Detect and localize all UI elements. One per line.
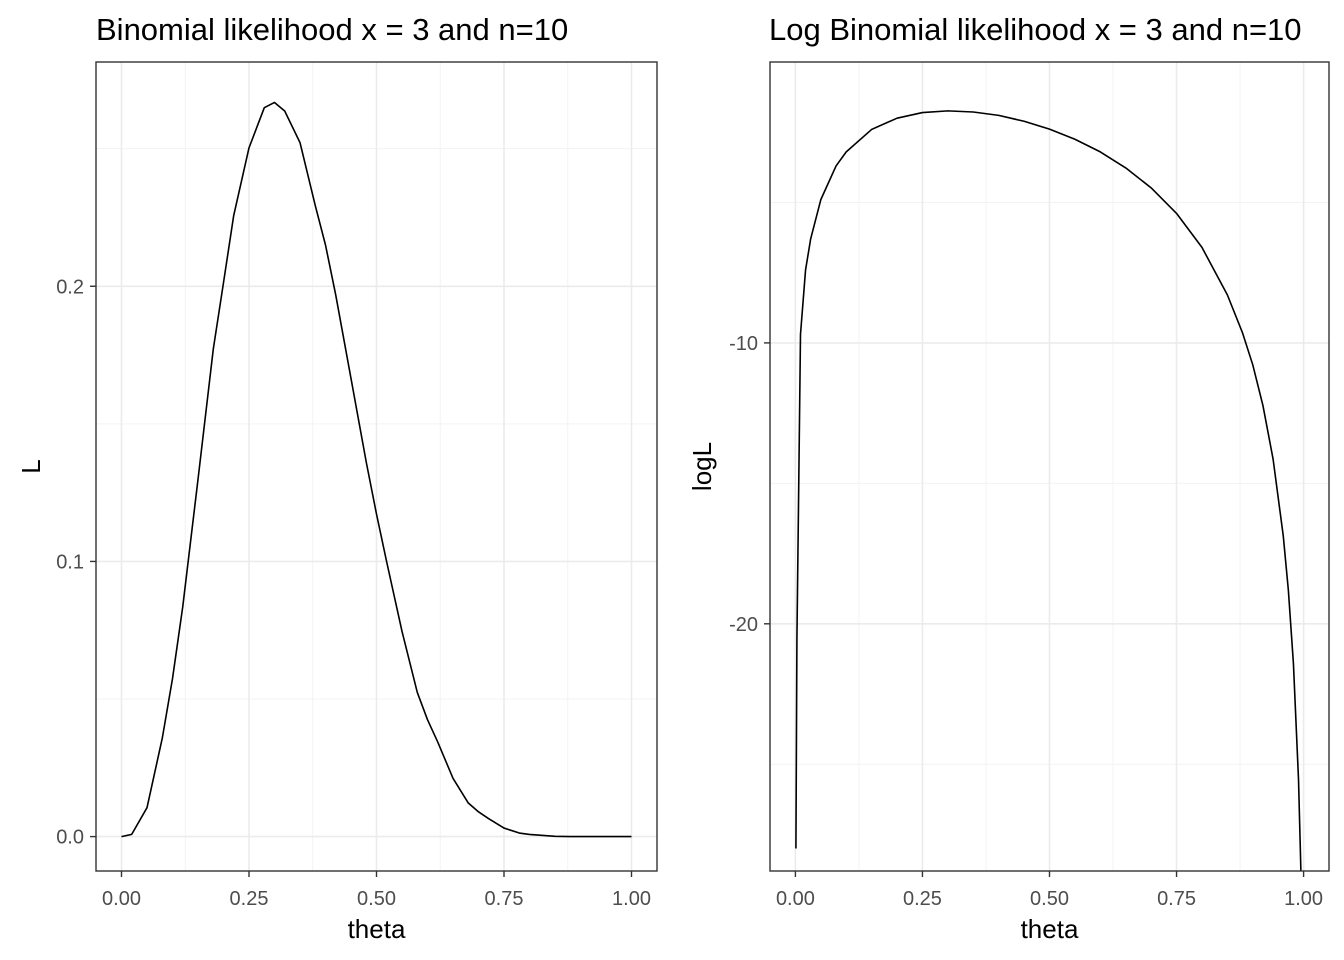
- x-tick-label: 0.50: [357, 888, 396, 910]
- log-likelihood-panel: 0.00 0.25 0.50 0.75 1.00 -20 -10 Log Binomial l…: [687, 12, 1330, 944]
- y-tick-label: 0.1: [56, 551, 84, 573]
- series-line: [795, 110, 1302, 871]
- series-line: [121, 101, 632, 838]
- x-tick-label: 0.25: [230, 888, 269, 910]
- likelihood-panel: 0.00 0.25 0.50 0.75 1.00 0.0 0.1 0.2 Binomial li…: [16, 12, 658, 944]
- y-axis-title: L: [16, 459, 46, 473]
- y-tick-label: -10: [729, 333, 758, 355]
- x-tick-label: 0.00: [102, 888, 141, 910]
- x-tick-label: 1.00: [612, 888, 651, 910]
- y-tick-label: 0.2: [56, 276, 84, 298]
- x-tick-label: 0.75: [1157, 888, 1196, 910]
- chart-title: Log Binomial likelihood x = 3 and n=10: [769, 12, 1302, 47]
- x-tick-label: 1.00: [1284, 888, 1323, 910]
- x-tick-label: 0.00: [776, 888, 815, 910]
- chart-title: Binomial likelihood x = 3 and n=10: [96, 12, 568, 47]
- x-tick-label: 0.75: [485, 888, 524, 910]
- y-tick-label: 0.0: [56, 827, 84, 849]
- x-tick-label: 0.25: [903, 888, 942, 910]
- x-axis-title: theta: [348, 914, 406, 944]
- x-tick-label: 0.50: [1030, 888, 1069, 910]
- y-tick-label: -20: [729, 614, 758, 636]
- x-axis-title: theta: [1021, 914, 1079, 944]
- y-axis-title: logL: [687, 442, 717, 491]
